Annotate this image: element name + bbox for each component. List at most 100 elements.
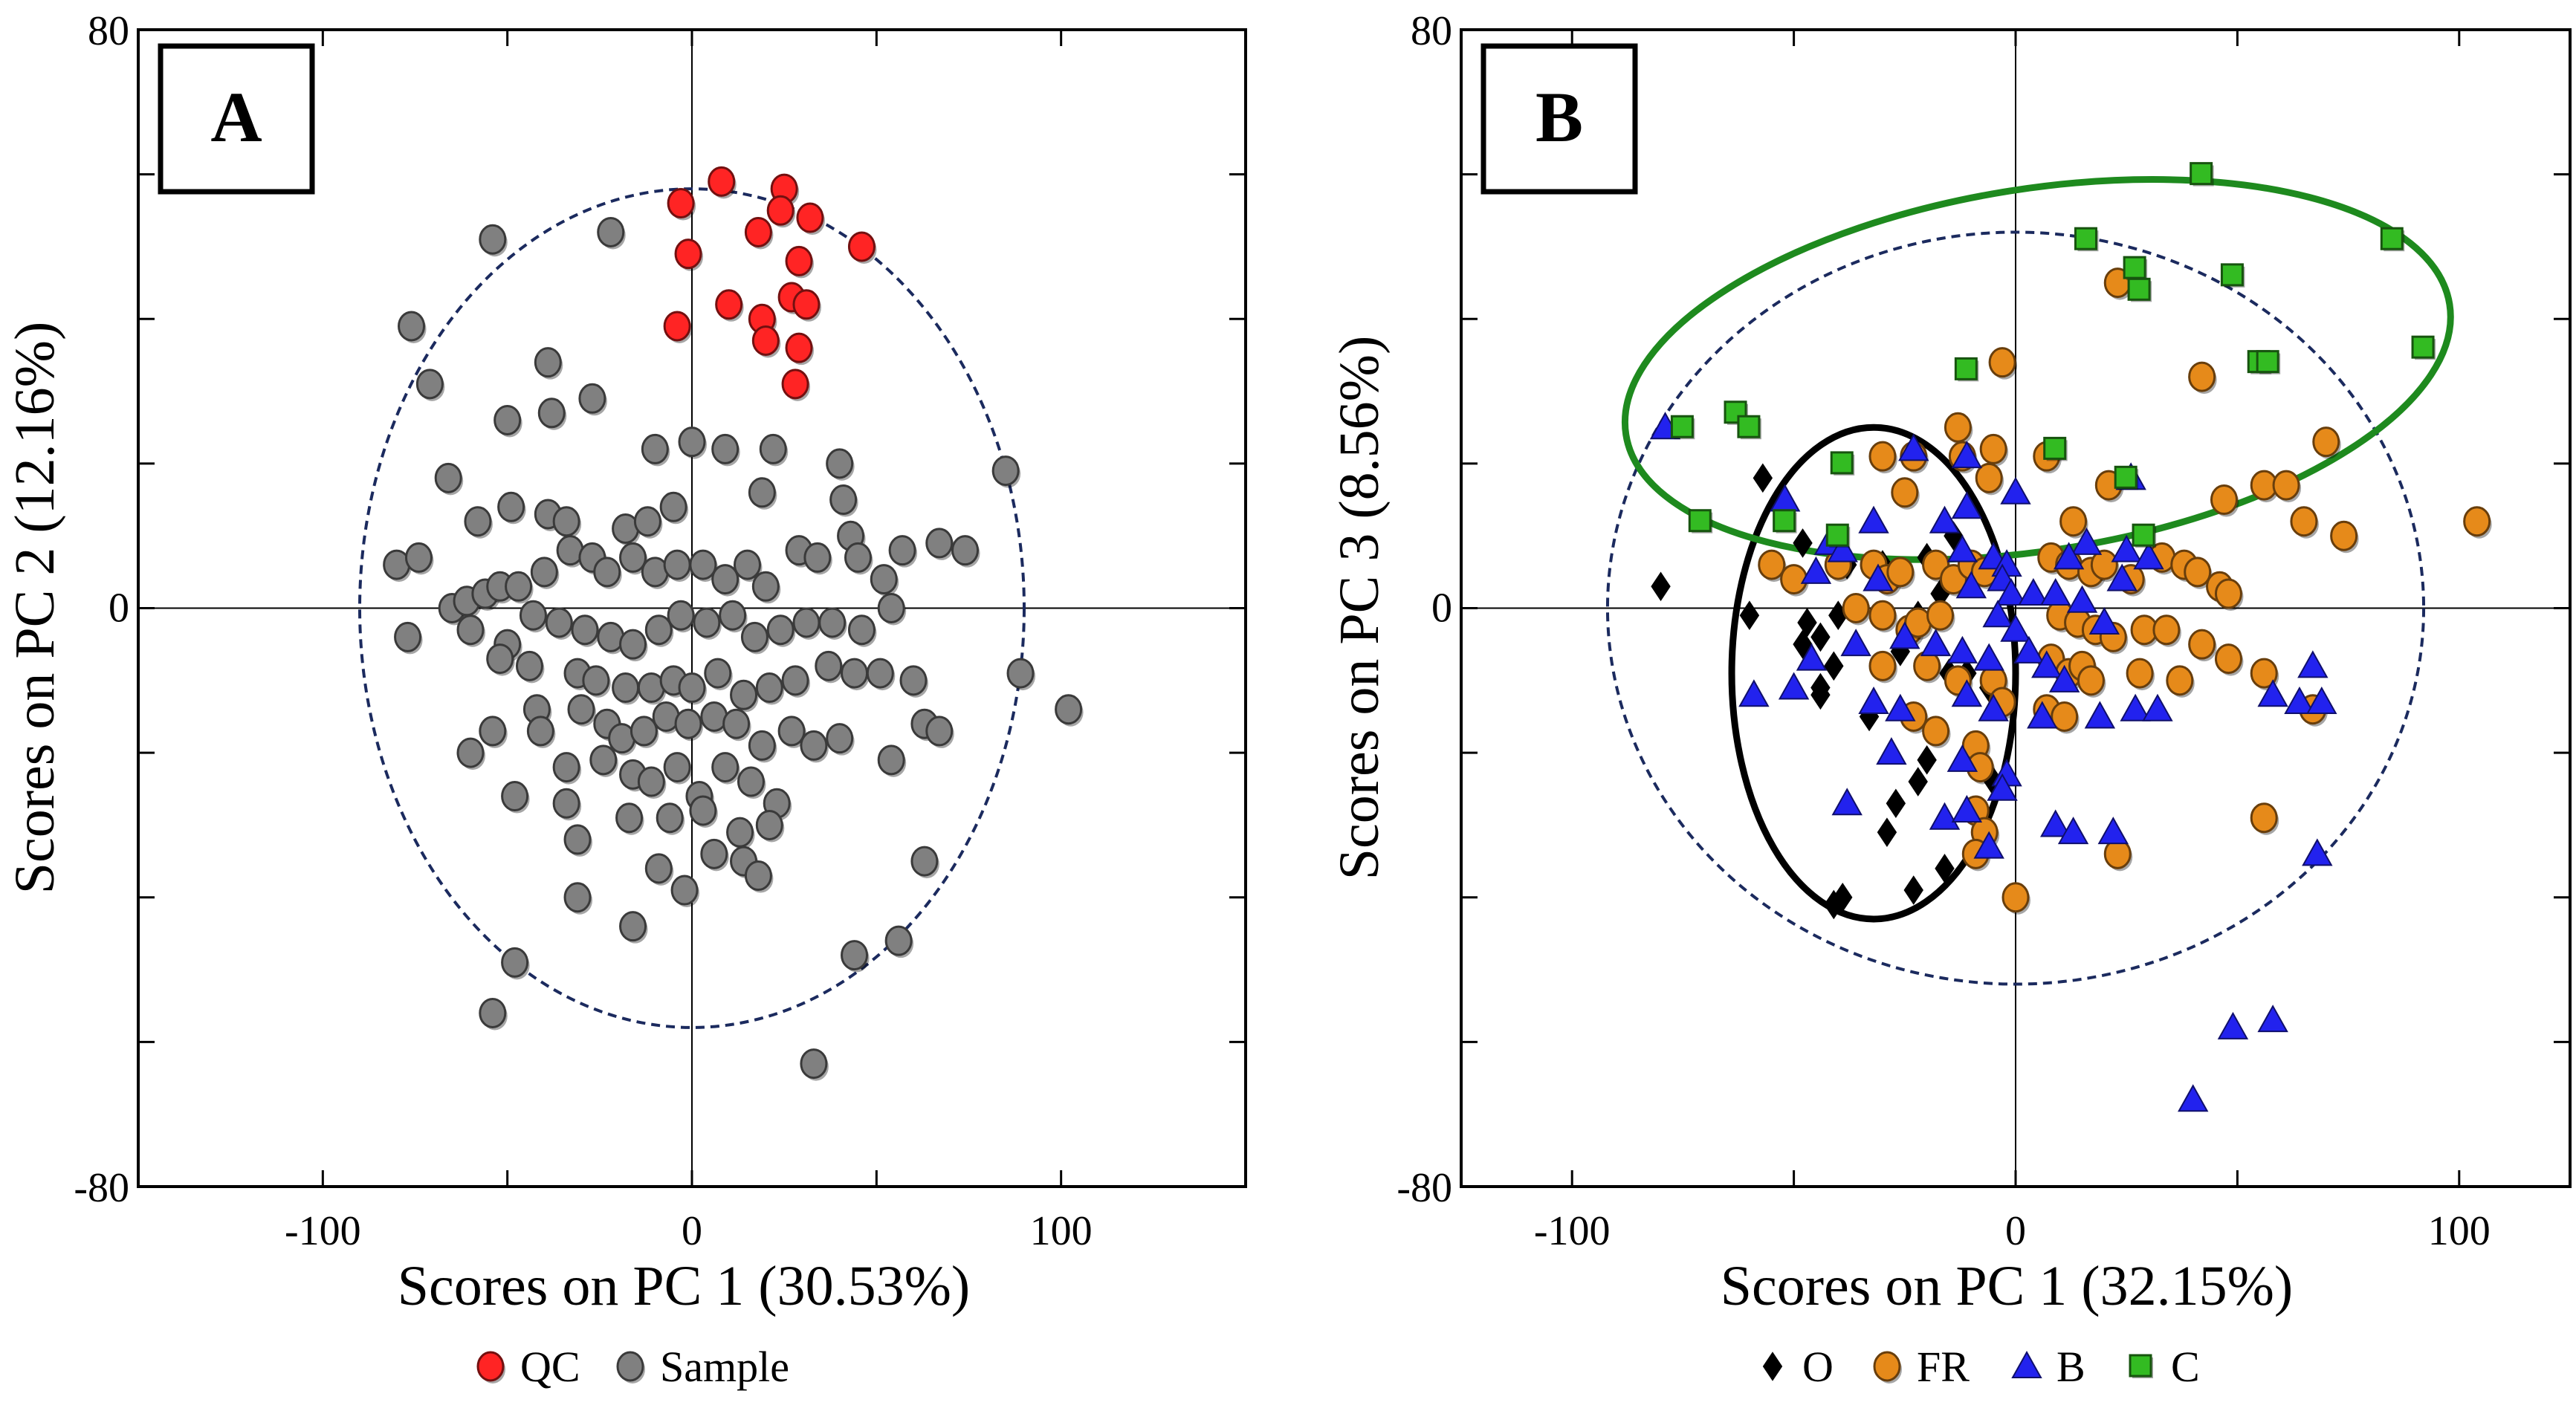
panel-b: -100 0 100 -80 0 80 B Scores on PC 1 (32.15%)… [1328, 8, 2572, 1391]
panel-b-point-b [1946, 534, 1978, 562]
panel-b-point-b [1973, 643, 2004, 671]
panel-b-point-b [1973, 831, 2004, 859]
panel-a-point-sample [394, 621, 422, 652]
panel-b-point-fr [2250, 802, 2278, 834]
panel-b-point-o [1651, 571, 1671, 602]
panel-a-point-sample [910, 846, 939, 877]
panel-a-point-sample [633, 506, 661, 537]
panel-a-point-sample [678, 426, 706, 458]
panel-b-point-fr [2077, 665, 2105, 696]
panel-b-point-b [2284, 686, 2315, 715]
panel-b-point-o [1810, 622, 1831, 652]
panel-b-point-b [2088, 606, 2120, 635]
panel-a-point-sample [644, 614, 673, 646]
panel-a-point-qc [744, 216, 772, 247]
panel-b-x-tick-label: 0 [2005, 1208, 2026, 1254]
panel-b-point-b [1800, 556, 1832, 584]
panel-a-point-sample [571, 614, 599, 646]
panel-b-point-b [2000, 614, 2031, 642]
panel-a-point-sample [689, 795, 717, 826]
panel-b-point-o [1824, 651, 1844, 681]
panel-b-point-fr [2214, 643, 2242, 675]
panel-b-point-c [1670, 415, 1694, 438]
panel-a-point-sample [748, 477, 776, 508]
panel-b-y-tick-label: 80 [1411, 8, 1452, 54]
panel-b-legend-marker-b [2011, 1350, 2042, 1378]
panel-a-point-qc [663, 311, 691, 342]
panel-a-point-sample [841, 940, 869, 971]
panel-a-point-sample [722, 708, 751, 739]
panel-b-point-o [1793, 629, 1813, 659]
panel-b-point-fr [1780, 564, 1808, 595]
panel-a-point-sample [740, 621, 768, 652]
panel-a-point-sample [841, 658, 869, 689]
panel-b-legend-label-b: B [2056, 1343, 2085, 1391]
panel-b-point-b [2031, 650, 2062, 678]
panel-a-point-sample [398, 311, 426, 342]
panel-a-point-sample [615, 802, 644, 834]
panel-b-point-b [2257, 1005, 2288, 1033]
panel-b-point-b [2106, 563, 2138, 591]
panel-a-point-sample [991, 455, 1020, 487]
panel-a-point-sample [711, 752, 740, 783]
panel-b-point-o [1886, 788, 1906, 819]
panel-a-point-sample [678, 672, 706, 704]
panel-a-point-sample [899, 665, 928, 696]
panel-b-point-fr [1922, 716, 1950, 747]
panel-b-point-c [2256, 350, 2279, 374]
panel-b-point-b [1778, 672, 1810, 700]
panel-b-point-fr [2463, 506, 2491, 537]
panel-a-point-sample [670, 875, 699, 906]
panel-a-point-sample [803, 542, 832, 573]
panel-b-point-fr [2330, 520, 2358, 551]
panel-b-point-fr [2126, 658, 2154, 689]
panel-a-point-qc [785, 245, 813, 276]
panel-b-point-b [1996, 577, 2027, 606]
panel-a-point-sample [674, 708, 702, 739]
panel-b-point-b [2053, 542, 2085, 570]
panel-b-point-b [1898, 433, 1929, 461]
panel-b-point-b [2297, 650, 2329, 678]
panel-b-point-b [2257, 679, 2288, 707]
panel-a-point-qc [792, 289, 821, 320]
panel-b-gridlines [1461, 30, 2570, 1187]
panel-b-point-b [1858, 686, 1889, 715]
panel-b-point-b [2027, 701, 2058, 729]
panel-b-point-fr [1868, 600, 1897, 631]
panel-b-point-c [2127, 277, 2151, 301]
panel-b-point-b [1951, 794, 1983, 823]
panel-b-point-fr [2184, 557, 2212, 588]
panel-b-point-fr [1868, 650, 1897, 681]
panel-b-point-b [1955, 571, 1987, 599]
panel-b-point-b [2040, 577, 2071, 606]
panel-b-point-c [2043, 436, 2067, 460]
panel-b-point-c [1737, 415, 1761, 438]
panel-a-point-sample [925, 716, 954, 747]
panel-a-point-sample [619, 629, 647, 660]
panel-b-point-fr [2290, 506, 2318, 537]
panel-b-point-fr [2210, 484, 2238, 516]
panel-a-x-tick-label: 0 [682, 1208, 702, 1254]
panel-b-point-c [1830, 451, 1854, 475]
panel-b-point-b [2111, 534, 2142, 562]
panel-a-legend-label-sample: Sample [660, 1343, 789, 1391]
panel-b-legend-label-c: C [2171, 1343, 2200, 1391]
panel-a-point-sample [748, 730, 776, 761]
panel-b-point-fr [1886, 557, 1915, 588]
panel-b-point-c [1688, 509, 1712, 533]
panel-b-point-fr [2214, 578, 2242, 609]
panel-a-point-sample [800, 1048, 828, 1080]
panel-a-point-qc [847, 231, 876, 262]
panel-b-xlabel: Scores on PC 1 (32.15%) [1721, 1255, 2294, 1317]
panel-a-point-sample [866, 658, 894, 689]
panel-b-point-b [1929, 802, 1961, 830]
panel-b-point-fr [2001, 882, 2030, 913]
panel-a-point-qc [751, 325, 780, 356]
panel-a-point-sample [582, 665, 610, 696]
panel-b-point-b [1831, 788, 1863, 816]
panel-b-point-o [1903, 875, 1923, 905]
panel-a-point-sample [737, 766, 765, 797]
panel-a-point-sample [589, 744, 618, 776]
panel-b-point-b [1827, 534, 1858, 562]
